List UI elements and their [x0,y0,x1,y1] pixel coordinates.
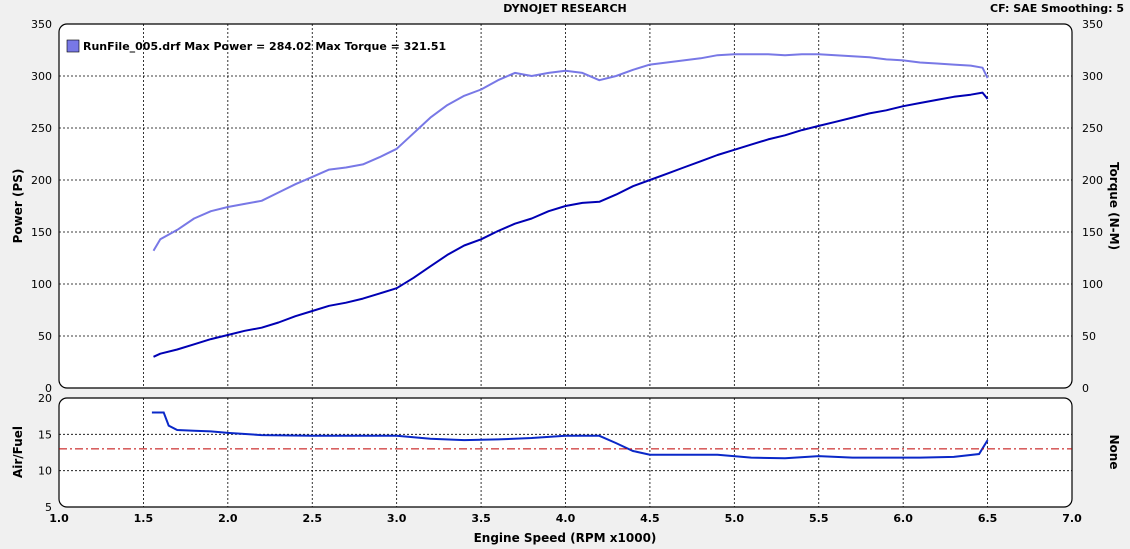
x-axis-label: Engine Speed (RPM x1000) [474,531,657,545]
tick-label: 5 [45,501,52,514]
correction-info: CF: SAE Smoothing: 5 [990,2,1124,15]
tick-label: 4.5 [640,512,660,525]
legend-swatch [66,39,80,53]
tick-label: 350 [1082,18,1103,31]
torque-axis-ticks: 0 50 100 150 200 250 300 350 [1082,18,1103,395]
tick-label: 2.5 [303,512,323,525]
tick-label: 3.5 [471,512,491,525]
power-line [153,91,989,358]
legend: RunFile_005.drf Max Power = 284.02 Max T… [66,39,446,53]
tick-label: 15 [38,428,52,441]
tick-label: 250 [31,122,52,135]
tick-label: 300 [31,70,52,83]
tick-label: 3.0 [387,512,407,525]
tick-label: 20 [38,392,52,405]
afr-axis-ticks: 5 10 15 20 [38,392,52,514]
tick-label: 350 [31,18,52,31]
tick-label: 1.5 [134,512,154,525]
chart-title: DYNOJET RESEARCH [503,2,626,15]
tick-label: 100 [1082,278,1103,291]
power-plot-grid [59,24,1072,388]
tick-label: 6.0 [893,512,913,525]
afr-plot-grid [59,398,1072,507]
afr-right-axis-label: None [1107,435,1121,470]
tick-label: 200 [31,174,52,187]
tick-label: 10 [38,465,52,478]
tick-label: 50 [1082,330,1096,343]
tick-label: 5.0 [725,512,745,525]
tick-label: 100 [31,278,52,291]
tick-label: 200 [1082,174,1103,187]
legend-text: RunFile_005.drf Max Power = 284.02 Max T… [83,40,446,53]
tick-label: 150 [1082,226,1103,239]
tick-label: 7.0 [1062,512,1082,525]
tick-label: 5.5 [809,512,829,525]
tick-label: 300 [1082,70,1103,83]
rpm-axis-ticks: 1.0 1.5 2.0 2.5 3.0 3.5 4.0 4.5 5.0 5.5 6.0 6.5 7.0 [49,512,1082,525]
torque-axis-label: Torque (N-M) [1107,162,1121,250]
power-torque-series [152,53,989,358]
tick-label: 50 [38,330,52,343]
torque-line [152,53,989,252]
tick-label: 0 [1082,382,1089,395]
tick-label: 4.0 [556,512,576,525]
afr-series [59,411,1072,460]
tick-label: 0 [45,382,52,395]
power-axis-ticks: 0 50 100 150 200 250 300 350 [31,18,52,395]
tick-label: 150 [31,226,52,239]
afr-line [151,411,989,460]
tick-label: 6.5 [978,512,998,525]
tick-label: 2.0 [218,512,238,525]
tick-label: 1.0 [49,512,69,525]
power-axis-label: Power (PS) [11,169,25,244]
afr-axis-label: Air/Fuel [11,426,25,478]
tick-label: 250 [1082,122,1103,135]
